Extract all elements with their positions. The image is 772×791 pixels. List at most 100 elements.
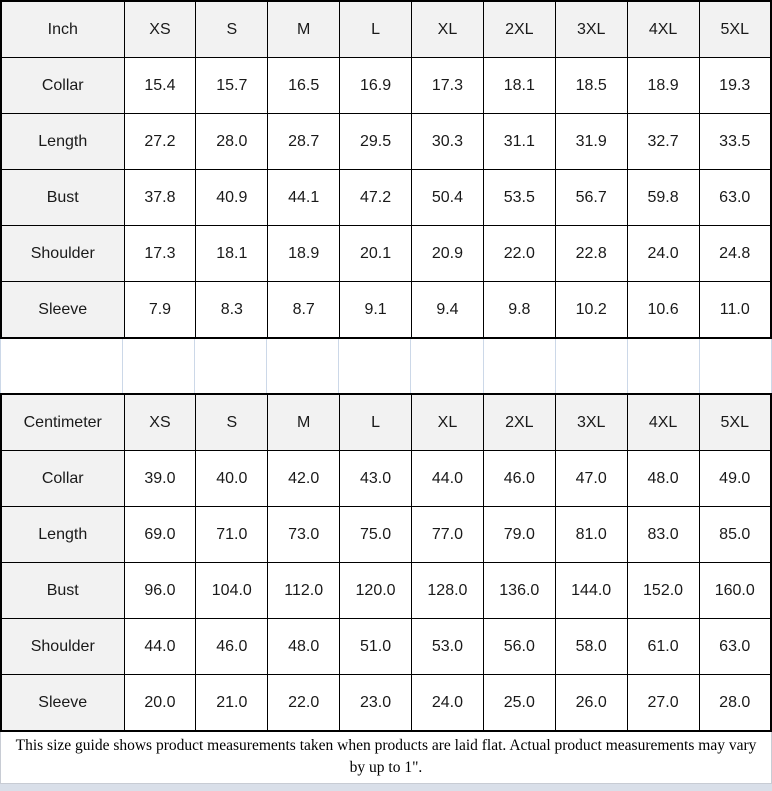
- measurement-cell: 18.5: [554, 57, 628, 114]
- measurement-cell: 77.0: [411, 506, 484, 563]
- measurement-cell: 21.0: [195, 674, 269, 732]
- size-column-header: 2XL: [482, 0, 556, 58]
- measurement-cell: 56.0: [482, 618, 556, 675]
- measurement-cell: 24.0: [411, 674, 484, 732]
- measurement-row: Sleeve 7.9 8.3 8.7 9.1 9.4 9.8 10.2 10.6 11.0: [0, 281, 772, 339]
- measurement-row: Length 69.0 71.0 73.0 75.0 77.0 79.0 81.0 83.0 85…: [0, 506, 772, 563]
- measurement-row-label: Collar: [0, 57, 125, 114]
- measurement-cell: 69.0: [123, 506, 197, 563]
- measurement-cell: 18.1: [482, 57, 556, 114]
- measurement-cell: 8.3: [195, 281, 269, 339]
- measurement-cell: 83.0: [626, 506, 700, 563]
- measurement-cell: 48.0: [267, 618, 341, 675]
- measurement-cell: 44.0: [411, 450, 484, 507]
- size-column-header: 3XL: [554, 0, 628, 58]
- size-header-row: Centimeter XS S M L XL 2XL 3XL 4XL 5XL: [0, 393, 772, 451]
- measurement-row-label: Bust: [0, 169, 125, 226]
- measurement-row-label: Sleeve: [0, 281, 125, 339]
- size-column-header: S: [195, 393, 269, 451]
- measurement-cell: 112.0: [267, 562, 341, 619]
- measurement-cell: 33.5: [698, 113, 772, 170]
- gap-cell: [411, 339, 484, 393]
- measurement-cell: 20.1: [339, 225, 412, 282]
- measurement-cell: 81.0: [554, 506, 628, 563]
- measurement-cell: 28.0: [698, 674, 772, 732]
- measurement-cell: 59.8: [626, 169, 700, 226]
- measurement-cell: 17.3: [123, 225, 197, 282]
- measurement-cell: 51.0: [339, 618, 412, 675]
- measurement-cell: 7.9: [123, 281, 197, 339]
- size-column-header: 4XL: [626, 0, 700, 58]
- measurement-cell: 16.5: [267, 57, 341, 114]
- measurement-cell: 15.7: [195, 57, 269, 114]
- measurement-row-label: Bust: [0, 562, 125, 619]
- centimeter-size-table: Centimeter XS S M L XL 2XL 3XL 4XL 5XL Collar 39.0 4…: [0, 393, 772, 732]
- measurement-cell: 9.1: [339, 281, 412, 339]
- measurement-cell: 128.0: [411, 562, 484, 619]
- measurement-cell: 40.9: [195, 169, 269, 226]
- measurement-cell: 20.9: [411, 225, 484, 282]
- measurement-cell: 120.0: [339, 562, 412, 619]
- gap-cell: [556, 339, 628, 393]
- measurement-cell: 160.0: [698, 562, 772, 619]
- measurement-cell: 71.0: [195, 506, 269, 563]
- size-column-header: 3XL: [554, 393, 628, 451]
- measurement-cell: 16.9: [339, 57, 412, 114]
- page-bottom-strip: [0, 783, 772, 791]
- size-guide-note: This size guide shows product measuremen…: [0, 732, 772, 784]
- measurement-cell: 48.0: [626, 450, 700, 507]
- gap-cell: [195, 339, 268, 393]
- measurement-cell: 31.1: [482, 113, 556, 170]
- measurement-row-label: Shoulder: [0, 618, 125, 675]
- measurement-cell: 50.4: [411, 169, 484, 226]
- size-column-header: 2XL: [482, 393, 556, 451]
- measurement-cell: 42.0: [267, 450, 341, 507]
- measurement-cell: 18.9: [267, 225, 341, 282]
- measurement-cell: 96.0: [123, 562, 197, 619]
- size-column-header: 5XL: [698, 393, 772, 451]
- measurement-cell: 73.0: [267, 506, 341, 563]
- measurement-cell: 44.1: [267, 169, 341, 226]
- measurement-cell: 53.0: [411, 618, 484, 675]
- measurement-row: Sleeve 20.0 21.0 22.0 23.0 24.0 25.0 26.0 27.0 28…: [0, 674, 772, 732]
- gap-cell: [339, 339, 412, 393]
- size-guide-note-text: This size guide shows product measuremen…: [15, 737, 757, 777]
- measurement-cell: 18.1: [195, 225, 269, 282]
- measurement-row: Shoulder 44.0 46.0 48.0 51.0 53.0 56.0 58.0 61.0…: [0, 618, 772, 675]
- size-column-header: L: [339, 393, 412, 451]
- measurement-cell: 61.0: [626, 618, 700, 675]
- measurement-cell: 10.6: [626, 281, 700, 339]
- measurement-row-label: Length: [0, 113, 125, 170]
- measurement-cell: 9.8: [482, 281, 556, 339]
- gap-cell: [700, 339, 771, 393]
- measurement-cell: 40.0: [195, 450, 269, 507]
- measurement-cell: 20.0: [123, 674, 197, 732]
- measurement-cell: 46.0: [482, 450, 556, 507]
- size-header-row: Inch XS S M L XL 2XL 3XL 4XL 5XL: [0, 0, 772, 58]
- measurement-row-label: Sleeve: [0, 674, 125, 732]
- measurement-row: Collar 15.4 15.7 16.5 16.9 17.3 18.1 18.5 18.9 19…: [0, 57, 772, 114]
- measurement-cell: 75.0: [339, 506, 412, 563]
- measurement-cell: 152.0: [626, 562, 700, 619]
- size-column-header: M: [267, 393, 341, 451]
- measurement-row-label: Shoulder: [0, 225, 125, 282]
- size-column-header: 4XL: [626, 393, 700, 451]
- measurement-cell: 31.9: [554, 113, 628, 170]
- measurement-cell: 104.0: [195, 562, 269, 619]
- measurement-row: Bust 37.8 40.9 44.1 47.2 50.4 53.5 56.7 59.8 63.0: [0, 169, 772, 226]
- size-column-header: XS: [123, 0, 197, 58]
- size-column-header: L: [339, 0, 412, 58]
- measurement-cell: 30.3: [411, 113, 484, 170]
- gap-cell: [123, 339, 196, 393]
- measurement-cell: 28.7: [267, 113, 341, 170]
- measurement-cell: 63.0: [698, 169, 772, 226]
- measurement-cell: 39.0: [123, 450, 197, 507]
- measurement-cell: 44.0: [123, 618, 197, 675]
- size-column-header: 5XL: [698, 0, 772, 58]
- measurement-cell: 63.0: [698, 618, 772, 675]
- measurement-row: Collar 39.0 40.0 42.0 43.0 44.0 46.0 47.0 48.0 49…: [0, 450, 772, 507]
- measurement-cell: 24.8: [698, 225, 772, 282]
- measurement-cell: 49.0: [698, 450, 772, 507]
- inch-size-table: Inch XS S M L XL 2XL 3XL 4XL 5XL Collar 15.4 15.7 16.…: [0, 0, 772, 339]
